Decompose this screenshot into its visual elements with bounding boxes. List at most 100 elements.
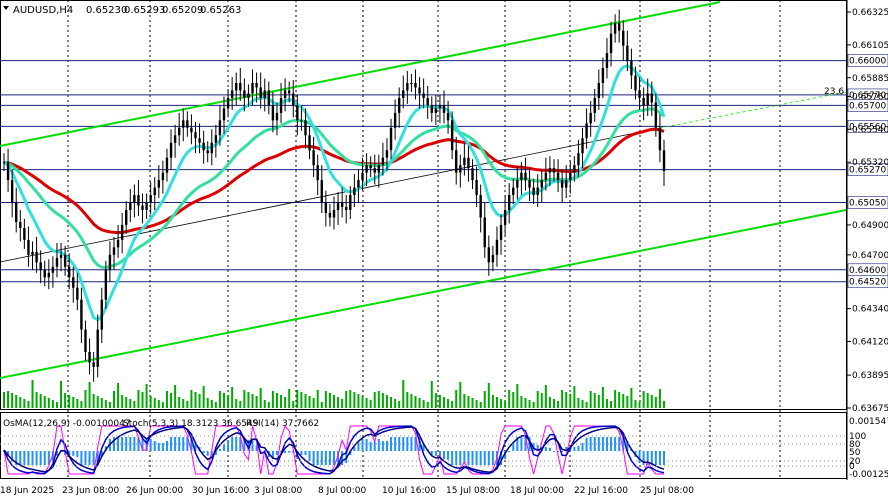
candle-body bbox=[137, 195, 140, 206]
candle-body bbox=[243, 90, 246, 98]
candle-body bbox=[414, 82, 417, 88]
candle-body bbox=[418, 87, 421, 94]
osma-bar bbox=[113, 437, 115, 451]
candle-body bbox=[271, 105, 275, 121]
date-tick-label: 25 Jul 08:00 bbox=[640, 486, 694, 496]
volume-bar bbox=[55, 402, 58, 408]
candle-body bbox=[605, 53, 609, 69]
osma-bar bbox=[186, 437, 189, 451]
volume-bar bbox=[7, 391, 10, 408]
level-label-box bbox=[847, 275, 888, 289]
osma-bar bbox=[557, 451, 560, 452]
osma-bar bbox=[137, 437, 140, 451]
volume-bar bbox=[479, 402, 482, 408]
volume-bar bbox=[385, 395, 388, 408]
osma-bar bbox=[548, 447, 551, 451]
candle-body bbox=[259, 87, 262, 98]
volume-bar bbox=[381, 393, 384, 408]
price-tick-label: 0.64340 bbox=[852, 305, 888, 315]
candle-body bbox=[190, 127, 193, 133]
volume-bar bbox=[231, 387, 234, 408]
volume-bar bbox=[174, 385, 177, 408]
osma-bar bbox=[165, 441, 168, 451]
osma-bar bbox=[161, 443, 164, 451]
volume-bar bbox=[573, 386, 576, 408]
volume-bar bbox=[239, 401, 242, 408]
candle-body bbox=[300, 120, 303, 122]
volume-bar bbox=[308, 396, 311, 408]
volume-bar bbox=[475, 400, 478, 408]
channel-lower-line bbox=[0, 209, 847, 379]
rsi-line bbox=[3, 425, 665, 475]
volume-bar bbox=[487, 383, 490, 408]
candle-body bbox=[459, 165, 462, 173]
volume-bar bbox=[622, 394, 625, 408]
osma-bar bbox=[373, 441, 376, 451]
osma-bar bbox=[618, 437, 621, 451]
candle-body bbox=[585, 123, 588, 139]
candle-body bbox=[581, 138, 584, 154]
osma-bar bbox=[341, 451, 344, 465]
osma-bar bbox=[80, 451, 83, 465]
osma-bar bbox=[349, 451, 352, 455]
volume-bar bbox=[406, 392, 409, 408]
volume-bar bbox=[72, 397, 75, 408]
osma-bar bbox=[117, 437, 120, 451]
volume-bar bbox=[557, 401, 560, 408]
indicator-tick-label: 0.001547 bbox=[849, 417, 888, 427]
level-label: 0.64600 bbox=[849, 266, 886, 276]
candle-body bbox=[59, 254, 63, 258]
osma-bar bbox=[544, 447, 547, 451]
candle-body bbox=[198, 138, 201, 143]
osma-bar bbox=[43, 451, 46, 465]
candle-body bbox=[536, 187, 539, 196]
volume-bar bbox=[194, 392, 197, 408]
collapse-arrow-icon[interactable] bbox=[3, 6, 9, 10]
osma-bar bbox=[357, 442, 360, 451]
volume-bar bbox=[96, 396, 99, 408]
candle-body bbox=[194, 132, 197, 139]
volume-bar bbox=[68, 395, 71, 408]
osma-bar bbox=[553, 451, 555, 452]
osma-bar bbox=[316, 451, 319, 465]
candle-body bbox=[206, 150, 209, 154]
level-label: 0.66000 bbox=[849, 57, 886, 67]
volume-bar bbox=[316, 390, 319, 408]
candle-body bbox=[6, 162, 10, 181]
candle-body bbox=[479, 195, 482, 218]
candle-body bbox=[340, 202, 344, 208]
osma-bar bbox=[324, 451, 327, 465]
candle-body bbox=[397, 97, 401, 113]
volume-bar bbox=[459, 382, 462, 408]
volume-bar bbox=[153, 398, 156, 408]
date-tick-label: 18 Jun 2025 bbox=[0, 486, 54, 496]
volume-bar bbox=[532, 402, 535, 408]
candle-body bbox=[324, 202, 328, 213]
candle-body bbox=[569, 172, 572, 181]
candle-body bbox=[385, 150, 389, 158]
osma-bar bbox=[133, 437, 136, 451]
volume-bar bbox=[108, 402, 111, 408]
osma-bar bbox=[524, 437, 527, 451]
volume-bar bbox=[333, 395, 335, 408]
candle-body bbox=[39, 262, 42, 270]
osma-bar bbox=[487, 451, 490, 465]
osma-bar bbox=[605, 437, 608, 451]
price-tick-label: 0.66325 bbox=[852, 8, 888, 18]
volume-bar bbox=[27, 401, 30, 408]
candle-body bbox=[426, 97, 429, 106]
volume-bar bbox=[601, 387, 604, 408]
candle-body bbox=[475, 180, 478, 196]
osma-bar bbox=[218, 449, 221, 451]
volume-bar bbox=[451, 401, 454, 408]
candle-body bbox=[516, 180, 519, 188]
osma-bar bbox=[463, 451, 466, 463]
osma-bar bbox=[96, 451, 99, 465]
candle-body bbox=[638, 90, 641, 98]
volume-bar bbox=[553, 399, 555, 408]
trend-channel[interactable] bbox=[0, 1, 847, 379]
volume-bar bbox=[565, 392, 568, 408]
candle-body bbox=[630, 60, 633, 76]
